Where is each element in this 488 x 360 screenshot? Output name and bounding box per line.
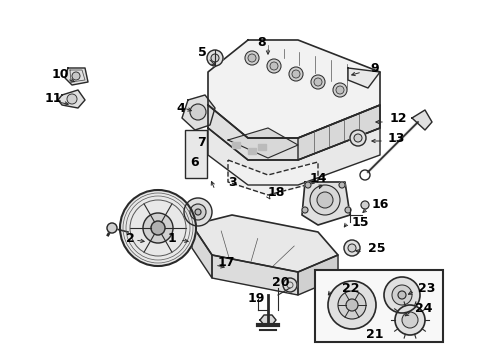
Circle shape	[332, 83, 346, 97]
Text: 24: 24	[414, 302, 431, 315]
Polygon shape	[347, 68, 379, 88]
Circle shape	[305, 182, 310, 188]
Circle shape	[283, 278, 296, 292]
Polygon shape	[227, 160, 317, 195]
Circle shape	[120, 190, 196, 266]
Text: 3: 3	[227, 175, 236, 189]
Polygon shape	[260, 315, 275, 325]
Circle shape	[349, 130, 365, 146]
Circle shape	[313, 78, 321, 86]
Polygon shape	[227, 128, 297, 158]
Polygon shape	[207, 128, 379, 185]
Circle shape	[190, 204, 205, 220]
Circle shape	[206, 50, 223, 66]
Circle shape	[183, 198, 212, 226]
Circle shape	[210, 54, 219, 62]
Text: 2: 2	[125, 231, 134, 244]
Text: 19: 19	[247, 292, 265, 305]
Text: 12: 12	[389, 112, 407, 125]
Polygon shape	[302, 182, 349, 225]
Circle shape	[72, 72, 80, 80]
Circle shape	[345, 207, 350, 213]
Polygon shape	[192, 225, 212, 278]
Text: 17: 17	[218, 256, 235, 269]
Circle shape	[107, 223, 117, 233]
Circle shape	[401, 312, 417, 328]
Circle shape	[347, 244, 355, 252]
Text: 5: 5	[197, 45, 206, 58]
Circle shape	[247, 54, 256, 62]
Polygon shape	[411, 110, 431, 130]
Circle shape	[353, 134, 361, 142]
Circle shape	[310, 75, 325, 89]
Text: 25: 25	[367, 242, 385, 255]
Text: 11: 11	[45, 91, 62, 104]
Bar	[314, 270, 442, 342]
Text: 20: 20	[271, 275, 289, 288]
Circle shape	[346, 299, 357, 311]
Circle shape	[269, 62, 278, 70]
Text: 16: 16	[371, 198, 388, 211]
Text: 1: 1	[167, 231, 176, 244]
Circle shape	[309, 185, 339, 215]
Text: 8: 8	[257, 36, 266, 49]
Circle shape	[316, 192, 332, 208]
Circle shape	[288, 67, 303, 81]
Text: 4: 4	[176, 102, 184, 114]
Text: 9: 9	[369, 62, 378, 75]
Text: 14: 14	[308, 171, 326, 184]
Bar	[231, 142, 240, 148]
Text: 7: 7	[196, 136, 205, 149]
Bar	[247, 148, 256, 154]
Circle shape	[337, 291, 365, 319]
Bar	[184, 130, 206, 178]
Polygon shape	[192, 215, 337, 272]
Polygon shape	[212, 255, 297, 295]
Text: 10: 10	[52, 68, 69, 81]
Circle shape	[360, 201, 368, 209]
Text: 22: 22	[341, 282, 359, 294]
Circle shape	[190, 104, 205, 120]
Circle shape	[391, 285, 411, 305]
Polygon shape	[58, 90, 85, 108]
Polygon shape	[297, 105, 379, 160]
Bar	[258, 144, 265, 150]
Circle shape	[151, 221, 164, 235]
Circle shape	[335, 86, 343, 94]
Circle shape	[266, 59, 281, 73]
Circle shape	[291, 70, 299, 78]
Circle shape	[383, 277, 419, 313]
Circle shape	[327, 281, 375, 329]
Polygon shape	[65, 68, 88, 85]
Polygon shape	[207, 40, 379, 138]
Circle shape	[394, 305, 424, 335]
Polygon shape	[297, 255, 337, 295]
Text: 18: 18	[267, 185, 285, 198]
Circle shape	[397, 291, 405, 299]
Circle shape	[67, 94, 77, 104]
Polygon shape	[182, 95, 215, 130]
Circle shape	[195, 209, 201, 215]
Polygon shape	[207, 105, 379, 160]
Circle shape	[338, 182, 345, 188]
Circle shape	[343, 240, 359, 256]
Circle shape	[142, 213, 173, 243]
Text: 23: 23	[417, 282, 434, 294]
Text: 6: 6	[190, 157, 199, 170]
Circle shape	[302, 207, 307, 213]
Text: 21: 21	[366, 328, 383, 342]
Text: 13: 13	[387, 131, 405, 144]
Circle shape	[244, 51, 259, 65]
Text: 15: 15	[351, 216, 369, 229]
